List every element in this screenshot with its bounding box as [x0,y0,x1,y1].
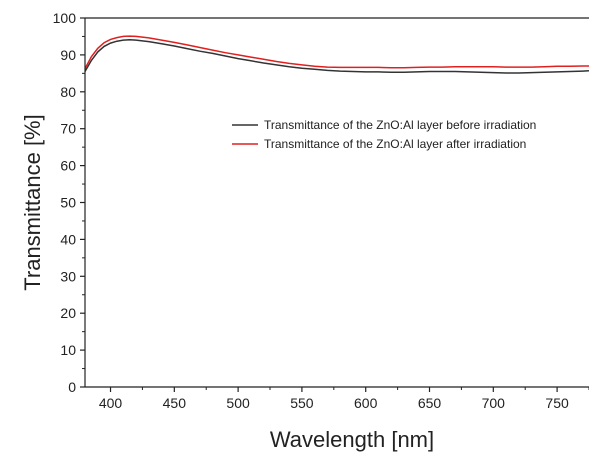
x-tick-label: 500 [226,395,250,411]
y-tick-label: 40 [60,231,76,247]
x-tick-label: 550 [290,395,314,411]
legend: Transmittance of the ZnO:Al layer before… [232,118,536,151]
x-ticks: 400 450 500 550 600 650 700 750 [99,387,589,411]
x-tick-label: 450 [163,395,187,411]
x-tick-label: 750 [545,395,569,411]
y-tick-label: 80 [60,84,76,100]
y-tick-label: 0 [68,379,76,395]
series-layer [84,35,589,74]
x-tick-label: 700 [482,395,506,411]
y-tick-label: 10 [60,342,76,358]
y-tick-label: 100 [53,10,77,26]
series-line-2 [84,35,589,69]
y-tick-label: 60 [60,158,76,174]
x-tick-label: 400 [99,395,123,411]
x-tick-label: 600 [354,395,378,411]
y-tick-label: 90 [60,47,76,63]
y-tick-label: 30 [60,268,76,284]
y-tick-label: 20 [60,305,76,321]
y-ticks: 0 10 20 30 40 50 60 70 80 90 100 [53,10,85,395]
y-tick-label: 70 [60,121,76,137]
y-tick-label: 50 [60,195,76,211]
y-axis-title: Transmittance [%] [20,114,45,290]
x-axis-title: Wavelength [nm] [270,427,434,452]
series-line-1 [84,39,589,74]
x-tick-label: 650 [418,395,442,411]
legend-label-1: Transmittance of the ZnO:Al layer before… [264,118,536,132]
legend-label-2: Transmittance of the ZnO:Al layer after … [264,137,526,151]
